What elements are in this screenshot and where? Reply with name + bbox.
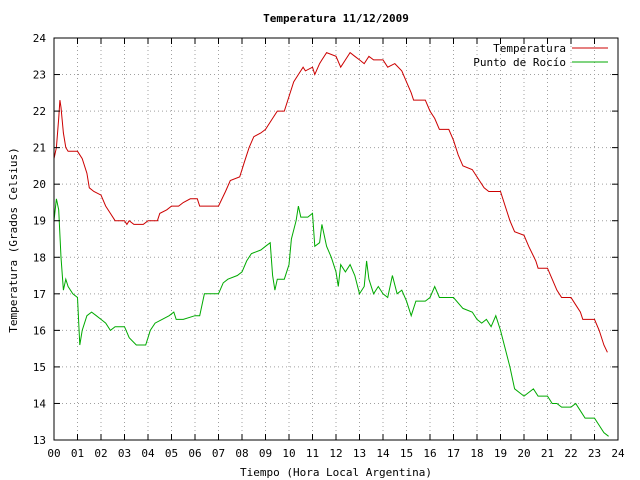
- y-tick-label: 14: [33, 397, 47, 410]
- y-tick-label: 18: [33, 251, 46, 264]
- x-tick-label: 19: [494, 447, 507, 460]
- x-tick-label: 09: [259, 447, 272, 460]
- x-tick-label: 03: [118, 447, 131, 460]
- x-tick-label: 00: [47, 447, 60, 460]
- series-line-punto-de-rocio: [53, 198, 609, 437]
- y-tick-label: 23: [33, 69, 46, 82]
- x-tick-label: 20: [517, 447, 530, 460]
- series-layer: [53, 51, 609, 437]
- x-tick-label: 18: [470, 447, 483, 460]
- x-tick-label: 24: [611, 447, 625, 460]
- x-tick-label: 14: [376, 447, 390, 460]
- grid-lines: [54, 38, 618, 440]
- y-tick-label: 21: [33, 142, 46, 155]
- y-tick-label: 16: [33, 324, 46, 337]
- y-axis-label: Temperatura (Grados Celsius): [7, 147, 20, 332]
- x-tick-label: 16: [423, 447, 436, 460]
- chart-title: Temperatura 11/12/2009: [263, 12, 409, 25]
- x-tick-label: 01: [71, 447, 84, 460]
- x-tick-label: 04: [141, 447, 155, 460]
- x-tick-label: 07: [212, 447, 225, 460]
- y-tick-label: 13: [33, 434, 46, 447]
- x-axis-label: Tiempo (Hora Local Argentina): [240, 466, 432, 479]
- y-tick-label: 19: [33, 215, 46, 228]
- x-tick-label: 05: [165, 447, 178, 460]
- x-tick-label: 15: [400, 447, 413, 460]
- x-tick-label: 17: [447, 447, 460, 460]
- x-axis-tick-labels: 00 01 02 03 04 05 06 07 08 09 10 11 12 13 14 15 16 17 18 19…: [47, 447, 625, 460]
- x-tick-label: 06: [188, 447, 201, 460]
- x-tick-label: 21: [541, 447, 554, 460]
- y-tick-label: 20: [33, 178, 46, 191]
- x-tick-label: 22: [564, 447, 577, 460]
- y-tick-label: 15: [33, 361, 46, 374]
- legend-label-temperatura: Temperatura: [493, 42, 566, 55]
- x-tick-label: 13: [353, 447, 366, 460]
- x-tick-label: 23: [588, 447, 601, 460]
- series-line-temperatura: [53, 51, 608, 353]
- x-tick-label: 08: [235, 447, 248, 460]
- x-tick-label: 11: [306, 447, 319, 460]
- y-tick-label: 24: [33, 32, 47, 45]
- y-axis-tick-labels: 13 14 15 16 17 18 19 20 21 22 23 24: [33, 32, 47, 447]
- y-tick-label: 22: [33, 105, 46, 118]
- x-tick-label: 12: [329, 447, 342, 460]
- x-tick-label: 02: [94, 447, 107, 460]
- x-tick-label: 10: [282, 447, 295, 460]
- axis-ticks: [53, 37, 619, 441]
- legend-label-punto-de-rocio: Punto de Rocío: [473, 56, 566, 69]
- y-tick-label: 17: [33, 288, 46, 301]
